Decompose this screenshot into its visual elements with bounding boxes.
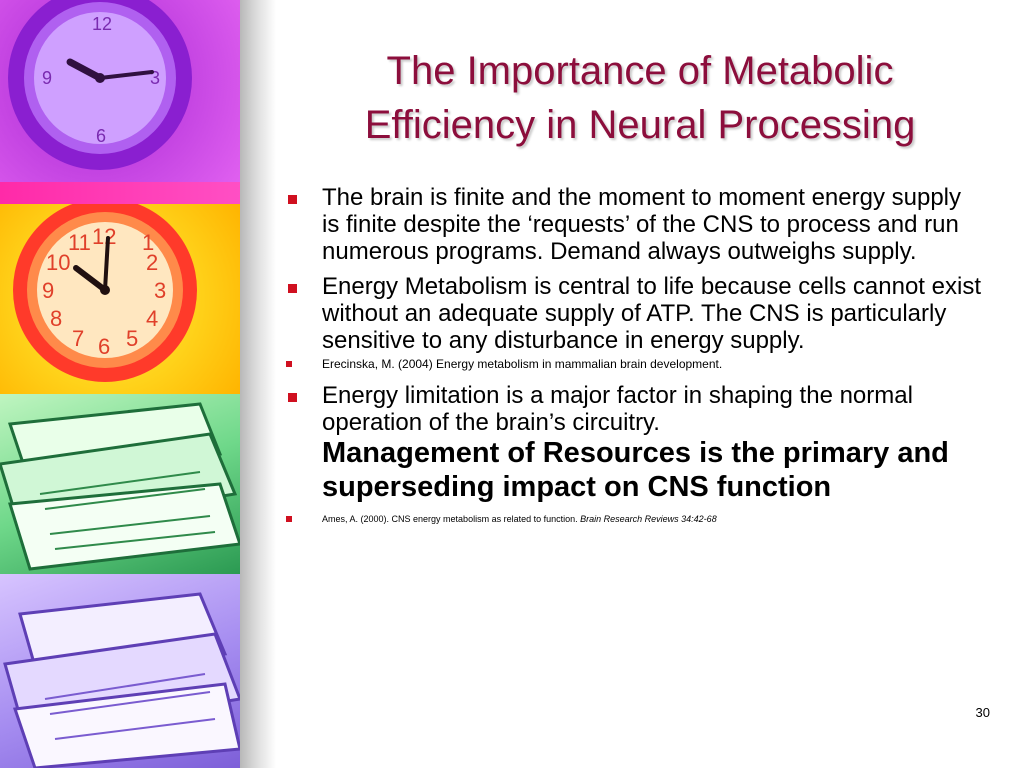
svg-text:2: 2	[146, 250, 158, 275]
bullet-item: The brain is finite and the moment to mo…	[282, 184, 982, 265]
bullet-text: Energy limitation is a major factor in s…	[322, 382, 913, 436]
reference-item: Erecinska, M. (2004) Energy metabolism i…	[282, 356, 982, 372]
svg-text:4: 4	[146, 306, 158, 331]
slide-title: The Importance of Metabolic Efficiency i…	[280, 44, 1000, 152]
reference-text: Erecinska, M. (2004) Energy metabolism i…	[322, 357, 723, 371]
svg-text:9: 9	[42, 68, 52, 88]
purple-papers-image	[0, 574, 240, 768]
svg-text:10: 10	[46, 250, 70, 275]
bullet-square-icon	[288, 284, 297, 293]
bullet-bold-text: Management of Resources is the primary a…	[322, 437, 949, 503]
reference-journal: Brain Research Reviews 34:42-68	[580, 514, 717, 524]
svg-text:12: 12	[92, 224, 116, 249]
bullet-item: Energy Metabolism is central to life bec…	[282, 273, 982, 354]
svg-text:6: 6	[96, 126, 106, 146]
bullet-square-icon	[288, 195, 297, 204]
svg-text:7: 7	[72, 326, 84, 351]
green-papers-image	[0, 394, 240, 574]
strip-shadow	[240, 0, 276, 768]
bullet-square-icon	[288, 393, 297, 402]
slide-title-line-1: The Importance of Metabolic	[386, 49, 894, 93]
svg-text:8: 8	[50, 306, 62, 331]
bullet-square-icon	[286, 516, 292, 522]
svg-text:6: 6	[98, 334, 110, 359]
purple-clock-image: 12 3 6 9	[0, 0, 240, 182]
slide-title-line-2: Efficiency in Neural Processing	[364, 103, 916, 147]
pink-band	[0, 182, 240, 204]
svg-text:3: 3	[150, 68, 160, 88]
reference-item: Ames, A. (2000). CNS energy metabolism a…	[282, 512, 982, 526]
svg-text:1: 1	[142, 230, 154, 255]
svg-text:5: 5	[126, 326, 138, 351]
bullet-item: Energy limitation is a major factor in s…	[282, 382, 982, 504]
page-number: 30	[975, 705, 990, 720]
bullet-list: The brain is finite and the moment to mo…	[282, 184, 982, 536]
reference-text: Ames, A. (2000). CNS energy metabolism a…	[322, 514, 581, 524]
svg-text:3: 3	[154, 278, 166, 303]
svg-text:12: 12	[92, 14, 112, 34]
bullet-text: Energy Metabolism is central to life bec…	[322, 273, 981, 354]
bullet-square-icon	[286, 361, 292, 367]
bullet-text: The brain is finite and the moment to mo…	[322, 184, 961, 265]
svg-text:9: 9	[42, 278, 54, 303]
svg-text:11: 11	[68, 230, 91, 255]
